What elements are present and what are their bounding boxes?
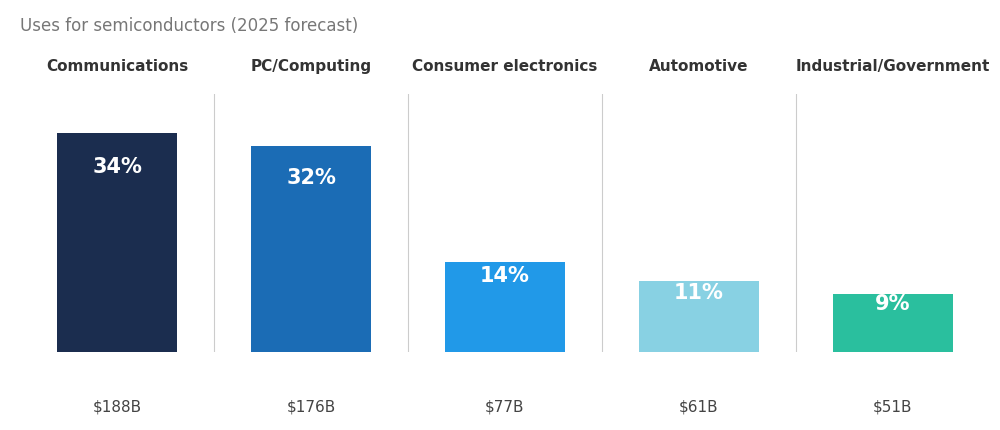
Text: 34%: 34% (92, 156, 142, 176)
Text: PC/Computing: PC/Computing (250, 59, 372, 74)
Text: Communications: Communications (46, 59, 188, 74)
Text: $176B: $176B (286, 399, 336, 414)
Bar (57, 133, 177, 353)
Text: $77B: $77B (485, 399, 525, 414)
Bar (445, 262, 565, 353)
Text: Automotive: Automotive (649, 59, 749, 74)
Text: Industrial/Government: Industrial/Government (796, 59, 990, 74)
Bar (833, 295, 953, 353)
Bar (251, 146, 371, 353)
Text: $188B: $188B (92, 399, 142, 414)
Text: Uses for semiconductors (2025 forecast): Uses for semiconductors (2025 forecast) (20, 17, 358, 35)
Text: $61B: $61B (679, 399, 719, 414)
Bar (639, 282, 759, 353)
Text: $51B: $51B (873, 399, 913, 414)
Text: Consumer electronics: Consumer electronics (412, 59, 598, 74)
Text: 9%: 9% (875, 293, 911, 313)
Text: 11%: 11% (674, 283, 724, 302)
Text: 32%: 32% (286, 167, 336, 187)
Text: 14%: 14% (480, 266, 530, 286)
